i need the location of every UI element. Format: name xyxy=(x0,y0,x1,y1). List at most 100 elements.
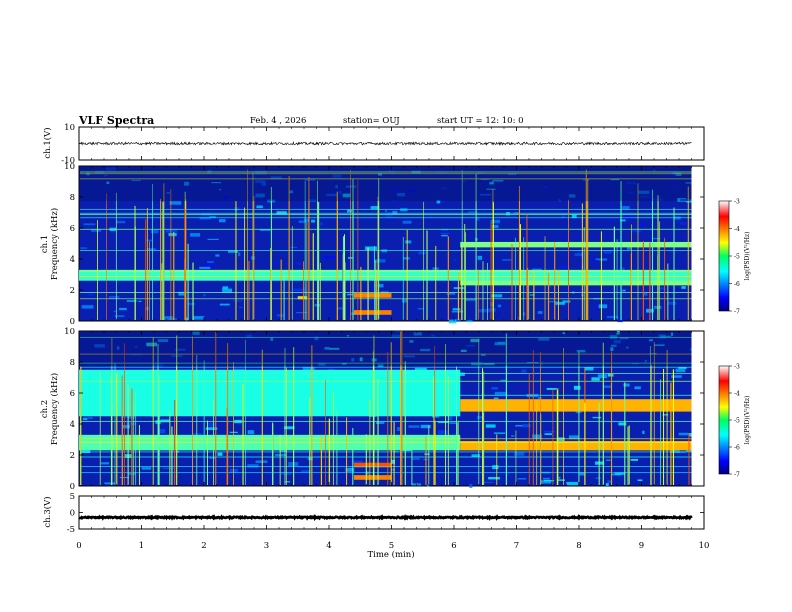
colorbar-tick-label: -3 xyxy=(734,199,740,206)
noise-cell xyxy=(335,185,339,189)
noise-cell xyxy=(95,170,105,175)
noise-cell xyxy=(488,477,500,480)
noise-cell xyxy=(199,217,211,220)
noise-cell xyxy=(603,385,612,388)
noise-cell xyxy=(105,167,116,171)
noise-cell xyxy=(298,220,306,223)
noise-cell xyxy=(247,430,255,435)
noise-cell xyxy=(537,396,542,400)
noise-cell xyxy=(373,259,386,263)
noise-cell xyxy=(619,336,629,340)
noise-cell xyxy=(211,182,222,184)
noise-cell xyxy=(644,359,647,363)
noise-cell xyxy=(653,169,656,173)
noise-cell xyxy=(561,215,565,218)
noise-cell xyxy=(613,340,621,344)
noise-cell xyxy=(555,301,565,305)
noise-cell xyxy=(131,354,143,356)
noise-cell xyxy=(222,288,233,293)
y-tick-label: -5 xyxy=(67,525,75,535)
noise-cell xyxy=(290,246,298,249)
noise-cell xyxy=(547,286,552,288)
noise-cell xyxy=(611,344,617,347)
noise-cell xyxy=(537,311,543,314)
noise-cell xyxy=(654,344,665,346)
noise-cell xyxy=(543,480,555,482)
no-data-region xyxy=(691,166,704,321)
noise-cell xyxy=(82,417,88,421)
noise-cell xyxy=(515,425,523,427)
noise-cell xyxy=(680,198,690,202)
noise-cell xyxy=(131,179,141,181)
noise-cell xyxy=(675,368,686,373)
noise-cell xyxy=(108,295,120,299)
noise-cell xyxy=(681,286,686,289)
noise-cell xyxy=(606,315,619,319)
noise-cell xyxy=(113,310,117,313)
noise-cell xyxy=(493,432,506,434)
noise-cell xyxy=(199,266,211,269)
y-tick-label: 4 xyxy=(70,420,75,430)
noise-cell xyxy=(134,346,138,348)
noise-cell xyxy=(420,424,431,429)
colorbar-ticks: -3 -4 -5 -6 -7 -3 -4 -5 -6 -7 xyxy=(729,199,740,479)
noise-cell xyxy=(592,416,602,419)
noise-cell xyxy=(270,176,282,180)
ch1-waveform-trace xyxy=(78,141,692,146)
noise-cell xyxy=(345,467,355,472)
noise-cell xyxy=(283,426,295,430)
noise-cell xyxy=(296,312,308,314)
noise-cell xyxy=(558,476,561,479)
noise-cell xyxy=(637,479,643,482)
noise-cell xyxy=(626,181,636,185)
noise-cell xyxy=(397,427,401,431)
noise-cell xyxy=(208,422,217,427)
x-tick-label: 10 xyxy=(699,541,710,551)
noise-cell xyxy=(347,209,352,213)
noise-cell xyxy=(116,220,126,224)
noise-cell xyxy=(326,193,338,197)
emission-band-2 xyxy=(460,441,692,451)
noise-cell xyxy=(338,190,342,195)
noise-cell xyxy=(409,340,414,343)
noise-cell xyxy=(510,215,517,217)
noise-cell xyxy=(628,191,635,194)
noise-cell xyxy=(657,287,666,290)
noise-cell xyxy=(610,347,614,351)
noise-cell xyxy=(441,235,448,237)
x-tick-label: 1 xyxy=(139,541,144,551)
y-tick-label: 8 xyxy=(70,358,75,368)
noise-cell xyxy=(247,464,259,468)
noise-cell xyxy=(449,422,457,424)
noise-cell xyxy=(237,252,241,257)
noise-cell xyxy=(630,458,639,461)
colorbar-tick-label: -5 xyxy=(734,254,740,261)
noise-cell xyxy=(304,218,310,222)
noise-cell xyxy=(478,308,490,313)
noise-cell xyxy=(106,181,110,185)
noise-cell xyxy=(259,229,271,231)
noise-cell xyxy=(493,397,499,400)
noise-cell xyxy=(482,363,495,365)
colorbar-tick-label: -3 xyxy=(734,364,740,371)
noise-cell xyxy=(391,199,398,202)
noise-cell xyxy=(396,193,406,197)
noise-cell xyxy=(276,313,285,317)
noise-cell xyxy=(337,307,345,310)
noise-cell xyxy=(588,259,599,262)
noise-cell xyxy=(618,422,627,426)
noise-cell xyxy=(284,481,291,483)
noise-cell xyxy=(678,367,687,369)
emission-band-3 xyxy=(354,293,392,298)
noise-cell xyxy=(126,422,137,426)
noise-cell xyxy=(255,193,265,198)
ch3-waveform-frame xyxy=(78,495,705,530)
noise-cell xyxy=(80,247,88,249)
noise-cell xyxy=(209,216,216,219)
x-tick-label: 5 xyxy=(389,541,394,551)
noise-cell xyxy=(346,293,354,296)
noise-cell xyxy=(80,240,84,243)
noise-cell xyxy=(385,210,388,213)
colorbar-tick-label: -6 xyxy=(734,445,740,452)
